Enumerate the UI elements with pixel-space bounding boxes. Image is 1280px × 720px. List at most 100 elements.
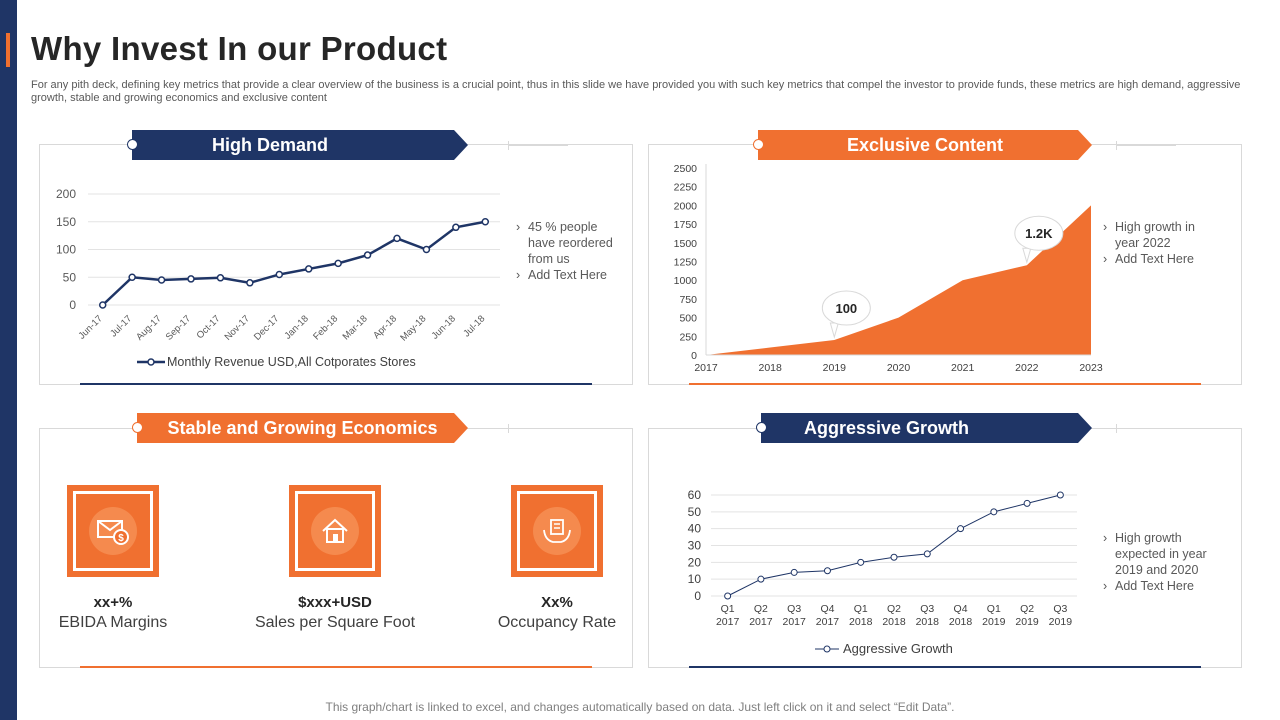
x-tick-label: Nov-17 [223,313,252,342]
data-point [990,508,998,516]
left-accent-bar [0,0,17,720]
x-tick-year: 2019 [982,616,1006,628]
bullet-item: Add Text Here [1103,578,1223,594]
high-demand-underline [80,383,592,385]
y-tick-label: 30 [688,539,702,553]
house-icon [311,507,359,555]
high-demand-connector-cap [508,141,509,150]
x-tick-label: Jun-17 [77,313,105,341]
y-tick-label: 750 [679,294,697,306]
page-title: Why Invest In our Product [31,30,448,67]
x-tick-year: 2017 [749,616,773,628]
x-tick-label: Aug-17 [134,313,163,342]
data-point [187,275,195,283]
stable-economics-underline [80,666,592,668]
y-tick-label: 1250 [674,257,698,269]
sales-label: Sales per Square Foot [254,614,416,631]
x-tick-year: 2018 [882,616,906,628]
building-hands-icon [533,507,581,555]
x-tick-label: Jul-18 [461,313,487,339]
data-point [724,592,732,600]
bullet-item: 45 % people have reordered from us [516,219,624,267]
y-tick-label: 60 [688,488,702,502]
data-point [246,279,254,287]
bullet-item: Add Text Here [1103,251,1215,267]
data-point [275,270,284,279]
x-tick-label: 2023 [1079,362,1103,374]
y-tick-label: 2250 [674,182,698,194]
aggressive-growth-line-chart: 0102030405060Q12017Q22017Q32017Q42017Q12… [688,488,1077,656]
x-tick-label: 2022 [1015,362,1039,374]
data-point [128,273,136,281]
exclusive-content-connector [1116,145,1176,146]
svg-text:$: $ [118,533,124,544]
stable-economics-banner: Stable and Growing Economics [137,413,468,443]
metric-sales: $xxx+USD Sales per Square Foot [235,485,435,632]
bullet-item: Add Text Here [516,267,624,283]
sales-value: $xxx+USD [298,594,372,611]
callout-pointer [1022,247,1032,265]
callout-pointer [829,322,839,339]
y-tick-label: 0 [69,298,76,312]
y-tick-label: 0 [694,589,701,603]
x-tick-quarter: Q4 [954,603,968,615]
x-tick-year: 2018 [916,616,940,628]
data-point [1056,491,1064,499]
y-tick-label: 10 [688,572,702,586]
stable-economics-connector [508,428,568,429]
x-tick-label: Sep-17 [164,313,193,342]
exclusive-content-connector-cap [1116,141,1117,150]
x-tick-label: Jul-17 [108,313,134,339]
x-tick-year: 2017 [783,616,807,628]
data-point [304,265,313,273]
aggressive-growth-connector-cap [1116,424,1117,433]
y-tick-label: 100 [56,243,76,257]
data-point [857,558,865,566]
data-point [1023,499,1031,507]
exclusive-content-area-chart: 0 250 500 750 1000 1250 1500 1750 2000 2250 2500 20… [674,163,1103,374]
ebida-label: EBIDA Margins [58,614,168,631]
x-tick-label: Jun-18 [430,313,458,341]
legend-label: Monthly Revenue USD,All Cotporates Store… [167,355,416,369]
metric-ebida: $ xx+% EBIDA Margins [53,485,173,632]
callout-bubble [1014,215,1064,251]
data-point [422,245,431,254]
aggressive-growth-banner-dot [756,422,767,433]
data-point [957,525,965,533]
bullet-item: High growth in year 2022 [1103,219,1215,251]
x-tick-quarter: Q1 [854,603,868,615]
y-tick-label: 250 [679,331,697,343]
x-tick-quarter: Q3 [787,603,801,615]
data-point [157,276,166,284]
x-tick-year: 2019 [1015,616,1039,628]
aggressive-growth-banner: Aggressive Growth [761,413,1092,443]
x-tick-quarter: Q2 [1020,603,1034,615]
data-point [481,218,490,226]
x-tick-quarter: Q3 [1053,603,1067,615]
legend-marker [147,358,155,366]
x-tick-label: 2018 [758,362,782,374]
sales-icon-box [289,485,381,577]
bullet-item: High growth expected in year 2019 and 20… [1103,530,1223,578]
data-point [452,223,460,232]
aggressive-growth-underline [689,666,1201,668]
x-tick-label: 2017 [694,362,718,374]
exclusive-content-banner-dot [753,139,764,150]
data-point [393,234,401,243]
title-accent-tick [6,33,10,67]
x-tick-label: 2020 [887,362,911,374]
occupancy-value: Xx% [541,594,573,611]
x-tick-label: 2021 [951,362,975,374]
data-point [98,301,107,309]
y-tick-label: 1500 [674,238,698,250]
y-tick-label: 2500 [674,163,698,175]
stable-economics-connector-cap [508,424,509,433]
aggressive-growth-bullets: High growth expected in year 2019 and 20… [1103,530,1223,594]
footer-note: This graph/chart is linked to excel, and… [325,700,955,714]
callout-bubble [821,290,871,326]
ebida-value: xx+% [93,594,133,611]
data-point [790,568,798,576]
legend-marker [823,645,831,653]
y-tick-label: 200 [56,187,76,201]
exclusive-content-banner: Exclusive Content [758,130,1092,160]
